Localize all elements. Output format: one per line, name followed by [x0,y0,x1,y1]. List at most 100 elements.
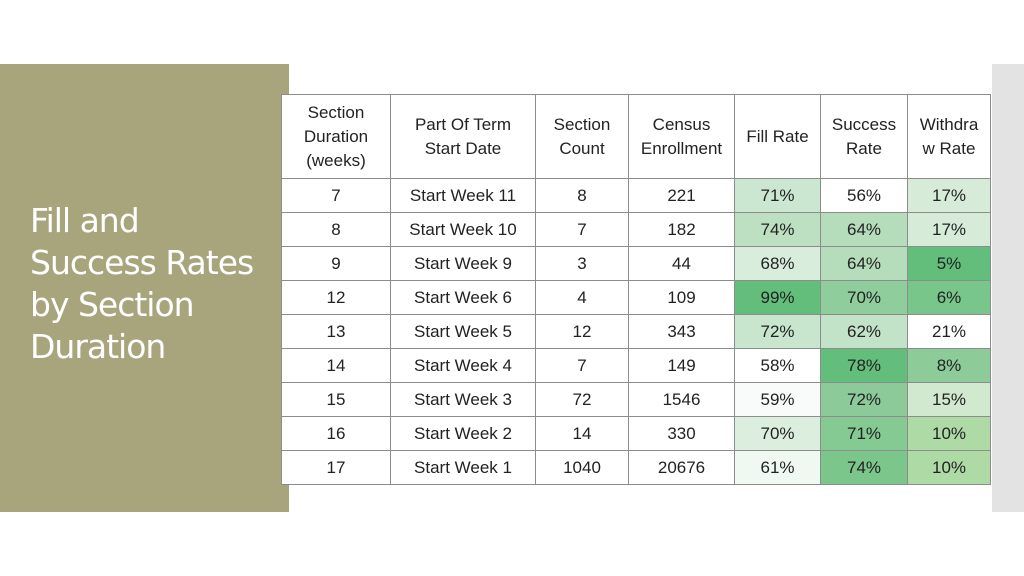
table-cell-section-duration: 13 [281,314,391,349]
header-text: Part Of Term [414,114,512,134]
slide-title: Fill and Success Rates by Section Duration [30,200,270,368]
header-success-rate: Success Rate [820,94,908,179]
table-cell-section-count: 7 [535,212,629,247]
table-cell-fill-rate: 70% [734,416,821,451]
table-cell-census-enrollment: 182 [628,212,735,247]
table-row: 8 Start Week 10 7 182 74% 64% 17% [281,212,991,247]
header-row: Section Duration (weeks) Part Of Term Start … [281,94,991,179]
table-cell-section-duration: 9 [281,246,391,281]
table-cell-part-of-term: Start Week 10 [390,212,536,247]
table-cell-census-enrollment: 1546 [628,382,735,417]
table-cell-part-of-term: Start Week 3 [390,382,536,417]
header-fill-rate: Fill Rate [734,94,821,179]
table-cell-success-rate: 64% [820,212,908,247]
table-cell-section-duration: 16 [281,416,391,451]
table-cell-part-of-term: Start Week 5 [390,314,536,349]
right-accent-bar [992,64,1024,512]
table-cell-section-duration: 7 [281,178,391,213]
header-text: Success [831,114,897,134]
table-cell-part-of-term: Start Week 1 [390,450,536,485]
slide-title-line: Duration [30,327,166,366]
table-cell-withdraw-rate: 10% [907,450,991,485]
table-row: 7 Start Week 11 8 221 71% 56% 17% [281,178,991,213]
header-text: (weeks) [306,150,366,170]
table-cell-section-count: 4 [535,280,629,315]
table-cell-part-of-term: Start Week 2 [390,416,536,451]
table-body: 7 Start Week 11 8 221 71% 56% 17% 8 Start Week 1… [281,178,991,485]
header-census-enrollment: Census Enrollment [628,94,735,179]
table-cell-fill-rate: 59% [734,382,821,417]
table-cell-part-of-term: Start Week 6 [390,280,536,315]
header-text: Fill Rate [746,126,809,146]
table-row: 15 Start Week 3 72 1546 59% 72% 15% [281,382,991,417]
table-cell-success-rate: 74% [820,450,908,485]
table-cell-section-duration: 8 [281,212,391,247]
table-cell-withdraw-rate: 6% [907,280,991,315]
table-cell-part-of-term: Start Week 11 [390,178,536,213]
table-cell-section-duration: 15 [281,382,391,417]
table-cell-withdraw-rate: 17% [907,212,991,247]
table-cell-section-count: 14 [535,416,629,451]
slide-title-line: by Section [30,285,195,324]
table-cell-section-duration: 12 [281,280,391,315]
table-cell-fill-rate: 74% [734,212,821,247]
header-text: Rate [846,138,882,158]
table-cell-section-count: 12 [535,314,629,349]
header-text: Withdra [919,114,979,134]
header-text: Count [559,138,605,158]
header-withdraw-rate: Withdra w Rate [907,94,991,179]
table-row: 14 Start Week 4 7 149 58% 78% 8% [281,348,991,383]
table-cell-census-enrollment: 20676 [628,450,735,485]
table-row: 9 Start Week 9 3 44 68% 64% 5% [281,246,991,281]
table-row: 12 Start Week 6 4 109 99% 70% 6% [281,280,991,315]
table-cell-fill-rate: 72% [734,314,821,349]
table-cell-census-enrollment: 149 [628,348,735,383]
table-cell-part-of-term: Start Week 4 [390,348,536,383]
table-cell-fill-rate: 61% [734,450,821,485]
header-text: Section [307,102,365,122]
table-row: 13 Start Week 5 12 343 72% 62% 21% [281,314,991,349]
table-cell-success-rate: 70% [820,280,908,315]
table-cell-section-count: 3 [535,246,629,281]
table-cell-section-count: 1040 [535,450,629,485]
table-cell-census-enrollment: 44 [628,246,735,281]
table-cell-success-rate: 62% [820,314,908,349]
data-table: Section Duration (weeks) Part Of Term Start … [281,94,991,485]
table-cell-census-enrollment: 343 [628,314,735,349]
table-cell-success-rate: 56% [820,178,908,213]
table-cell-part-of-term: Start Week 9 [390,246,536,281]
header-text: Duration [303,126,369,146]
table-cell-section-duration: 17 [281,450,391,485]
table-cell-withdraw-rate: 8% [907,348,991,383]
table-cell-fill-rate: 58% [734,348,821,383]
table-cell-withdraw-rate: 17% [907,178,991,213]
header-section-duration: Section Duration (weeks) [281,94,391,179]
table-cell-fill-rate: 68% [734,246,821,281]
table-cell-withdraw-rate: 10% [907,416,991,451]
table-cell-withdraw-rate: 15% [907,382,991,417]
slide-title-line: Fill and [30,201,140,240]
table-cell-success-rate: 72% [820,382,908,417]
header-text: Census [652,114,711,134]
table-cell-section-count: 8 [535,178,629,213]
header-text: Start Date [424,138,502,158]
table-cell-section-count: 72 [535,382,629,417]
table-cell-success-rate: 64% [820,246,908,281]
table-cell-section-duration: 14 [281,348,391,383]
table-cell-withdraw-rate: 21% [907,314,991,349]
header-part-of-term: Part Of Term Start Date [390,94,536,179]
table-cell-fill-rate: 71% [734,178,821,213]
table-cell-census-enrollment: 330 [628,416,735,451]
table-cell-withdraw-rate: 5% [907,246,991,281]
table-cell-section-count: 7 [535,348,629,383]
title-panel [0,64,289,512]
table-cell-census-enrollment: 109 [628,280,735,315]
table-cell-success-rate: 78% [820,348,908,383]
header-section-count: Section Count [535,94,629,179]
table-cell-fill-rate: 99% [734,280,821,315]
header-text: Enrollment [640,138,723,158]
table-row: 17 Start Week 1 1040 20676 61% 74% 10% [281,450,991,485]
header-text: w Rate [922,138,976,158]
table-cell-census-enrollment: 221 [628,178,735,213]
table-row: 16 Start Week 2 14 330 70% 71% 10% [281,416,991,451]
